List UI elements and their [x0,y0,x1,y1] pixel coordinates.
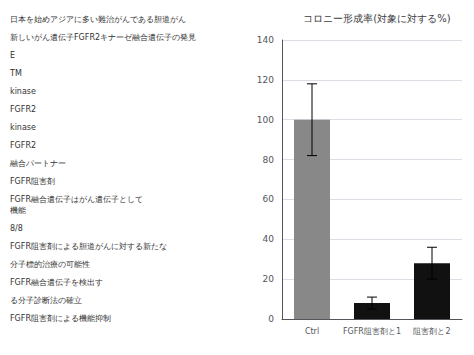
svg-text:60: 60 [263,194,275,204]
svg-text:0: 0 [268,314,274,324]
svg-text:8/8: 8/8 [10,224,23,233]
svg-text:kinase: kinase [10,123,36,132]
svg-text:FGFR阻害剤による胆道がんに対する新たな: FGFR阻害剤による胆道がんに対する新たな [10,242,167,251]
svg-text:FGFR2: FGFR2 [10,105,36,114]
svg-text:阻害剤と2: 阻害剤と2 [413,327,450,336]
svg-text:kinase: kinase [10,87,36,96]
svg-text:FGFR阻害剤: FGFR阻害剤 [10,177,55,186]
svg-text:80: 80 [263,155,275,165]
svg-text:Ctrl: Ctrl [305,327,319,336]
svg-text:FGFR2: FGFR2 [10,141,36,150]
svg-text:TM: TM [9,69,22,78]
svg-text:FGFR阻害剤による機能抑制: FGFR阻害剤による機能抑制 [10,314,111,323]
svg-text:融合パートナー: 融合パートナー [10,159,66,168]
svg-text:FGFR融合遺伝子を検出す: FGFR融合遺伝子を検出す [10,278,103,287]
svg-text:FGFR阻害剤と1: FGFR阻害剤と1 [343,327,401,336]
svg-text:FGFR融合遺伝子はがん遺伝子として: FGFR融合遺伝子はがん遺伝子として [10,195,143,204]
svg-text:新しいがん遺伝子FGFR2キナーゼ融合遺伝子の発見: 新しいがん遺伝子FGFR2キナーゼ融合遺伝子の発見 [10,33,196,42]
svg-text:分子標的治療の可能性: 分子標的治療の可能性 [10,260,90,269]
svg-text:機能: 機能 [10,206,26,215]
svg-text:日本を始めアジアに多い難治がんである胆道がん: 日本を始めアジアに多い難治がんである胆道がん [10,15,186,24]
svg-text:40: 40 [263,234,275,244]
svg-text:140: 140 [257,35,274,45]
svg-text:コロニー形成率(対象に対する%): コロニー形成率(対象に対する%) [303,13,450,24]
svg-text:E: E [10,51,15,60]
svg-text:20: 20 [263,274,275,284]
svg-text:る分子診断法の確立: る分子診断法の確立 [10,296,82,305]
svg-text:120: 120 [257,75,274,85]
svg-text:100: 100 [257,115,274,125]
